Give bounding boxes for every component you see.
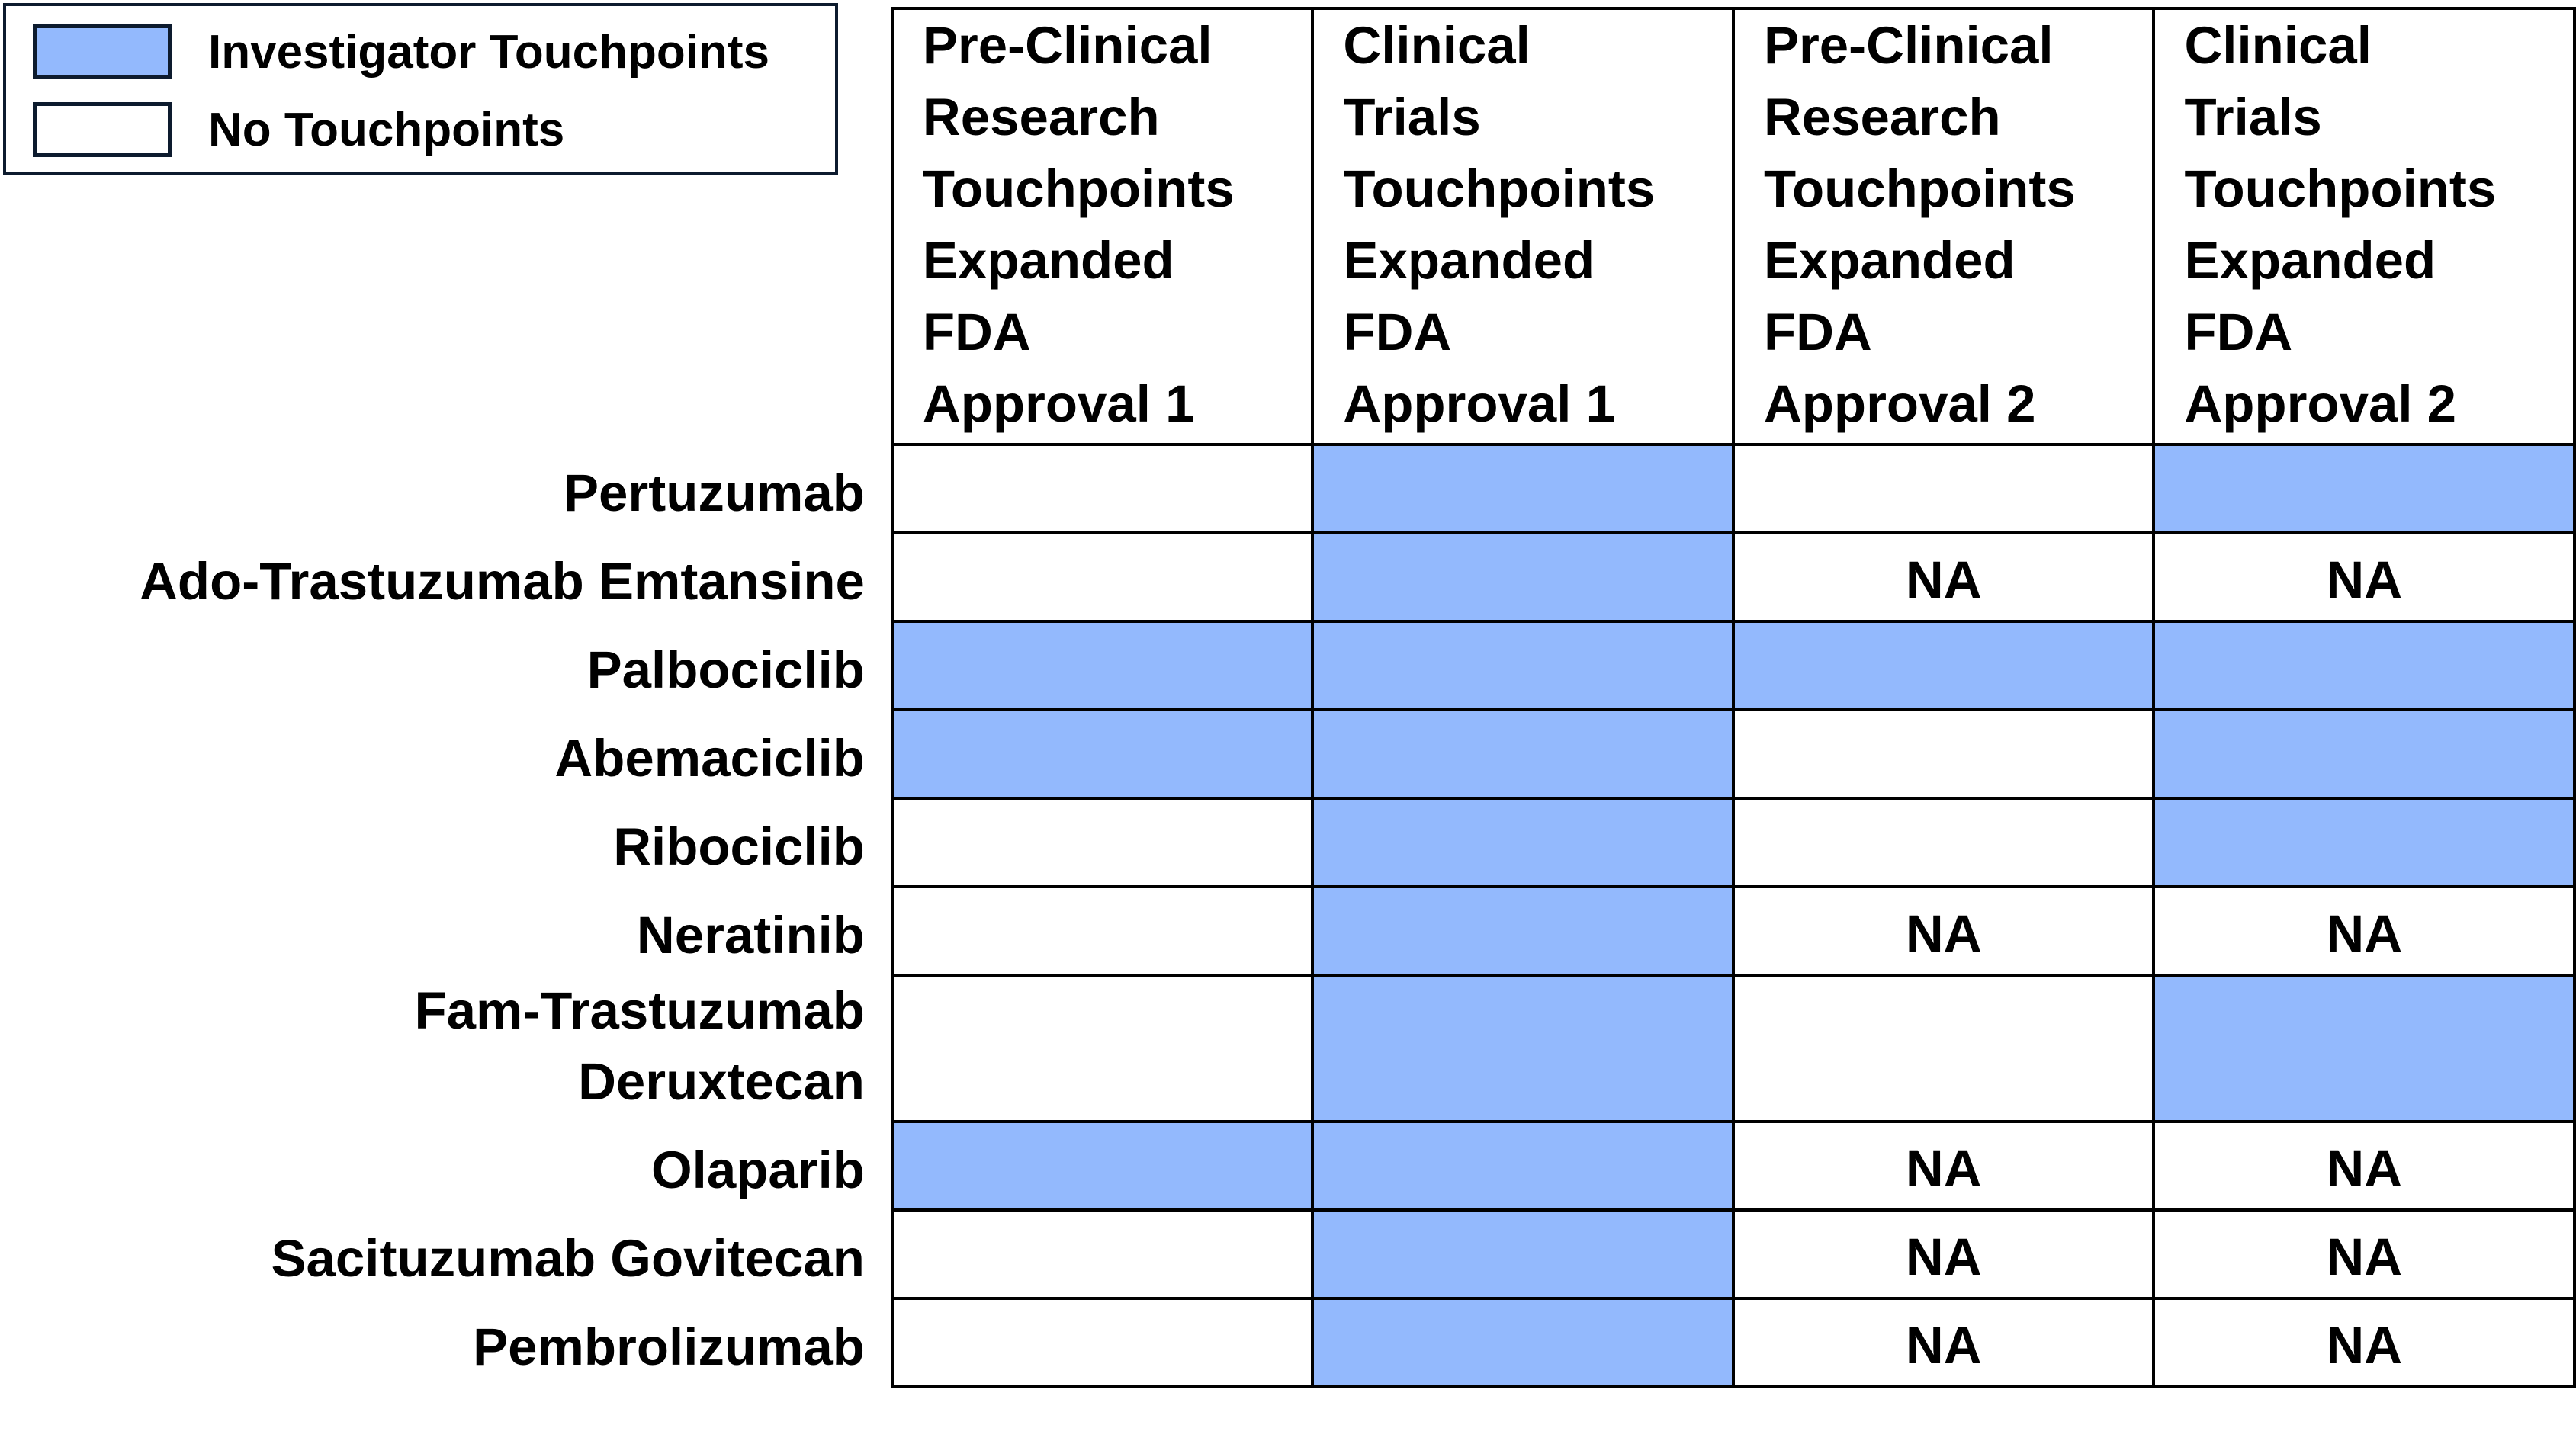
table-cell (1731, 443, 2156, 534)
legend-swatch (33, 24, 172, 79)
header-line: FDA (1763, 303, 1872, 361)
header-line: Trials (1343, 88, 1481, 146)
table-cell (1311, 1297, 1735, 1388)
header-line: Expanded (1763, 231, 2016, 290)
header-line: Touchpoints (1763, 159, 2076, 218)
row-label: Sacituzumab Govitecan (271, 1229, 865, 1288)
table-row: Ribociclib (0, 797, 2576, 888)
table-cell (1311, 531, 1735, 623)
row-label: Pembrolizumab (473, 1317, 865, 1376)
table-cell (2152, 797, 2576, 888)
table-row: Abemaciclib (0, 708, 2576, 800)
column-header: Pre-Clinical Research Touchpoints Expanded F… (890, 7, 1315, 446)
table-cell (890, 708, 1315, 800)
row-label: Fam-Trastuzumab Deruxtecan (414, 981, 865, 1111)
header-line: Pre-Clinical (1763, 16, 2054, 75)
table-cell (1311, 797, 1735, 888)
row-label: Neratinib (636, 906, 865, 964)
table-cell (1311, 620, 1735, 711)
table-cell: NA (2152, 1120, 2576, 1212)
table-cell (1311, 443, 1735, 534)
header-row: Pre-Clinical Research Touchpoints Expanded F… (0, 7, 2576, 446)
table-cell (890, 1120, 1315, 1212)
table-cell (890, 531, 1315, 623)
column-header: Clinical Trials Touchpoints Expanded FDA Appr… (2152, 7, 2576, 446)
table-cell (2152, 443, 2576, 534)
legend-item: No Touchpoints (33, 102, 564, 157)
row-label: Ribociclib (613, 817, 865, 876)
table-cell: NA (1731, 885, 2156, 977)
header-line: Touchpoints (1343, 159, 1656, 218)
table-cell (1731, 797, 2156, 888)
corner (0, 8, 892, 444)
column-header: Pre-Clinical Research Touchpoints Expanded F… (1731, 7, 2156, 446)
table-row: Pertuzumab (0, 443, 2576, 534)
header-line: FDA (1343, 303, 1452, 361)
table-cell (890, 1208, 1315, 1300)
table-cell (890, 885, 1315, 977)
legend: Investigator Touchpoints No Touchpoints (3, 3, 838, 175)
header-line: Clinical (2184, 16, 2372, 75)
header-line: FDA (922, 303, 1031, 361)
table-cell (1311, 885, 1735, 977)
legend-label: Investigator Touchpoints (208, 25, 769, 79)
table-cell (890, 797, 1315, 888)
table-cell (2152, 620, 2576, 711)
row-label: Palbociclib (586, 640, 865, 699)
header-line: Approval 1 (922, 374, 1195, 433)
table-cell (1731, 974, 2156, 1123)
table-row: Neratinib NA NA (0, 885, 2576, 977)
table-cell: NA (2152, 531, 2576, 623)
legend-swatch (33, 102, 172, 157)
table-cell (2152, 974, 2576, 1123)
table-row: Olaparib NA NA (0, 1120, 2576, 1212)
table-cell (890, 443, 1315, 534)
header-line: Clinical (1343, 16, 1531, 75)
column-header: Clinical Trials Touchpoints Expanded FDA Appr… (1311, 7, 1735, 446)
header-line: Approval 1 (1343, 374, 1616, 433)
row-label: Pertuzumab (564, 464, 865, 522)
table-cell (2152, 708, 2576, 800)
row-label: Olaparib (650, 1141, 865, 1199)
table-row: Ado-Trastuzumab Emtansine NA NA (0, 531, 2576, 623)
table-cell (890, 620, 1315, 711)
table-cell: NA (2152, 885, 2576, 977)
table-cell (1311, 974, 1735, 1123)
table-cell (1731, 620, 2156, 711)
legend-label: No Touchpoints (208, 103, 565, 156)
table-cell: NA (1731, 1208, 2156, 1300)
table-cell (1311, 1120, 1735, 1212)
header-line: Pre-Clinical (922, 16, 1213, 75)
table-cell: NA (2152, 1208, 2576, 1300)
header-line: Approval 2 (1763, 374, 2036, 433)
header-line: Touchpoints (922, 159, 1235, 218)
row-label: Abemaciclib (554, 729, 865, 788)
table-cell (890, 1297, 1315, 1388)
header-line: Research (922, 88, 1160, 146)
header-line: Research (1763, 88, 2001, 146)
table-row: Palbociclib (0, 620, 2576, 711)
table-cell: NA (1731, 531, 2156, 623)
header-line: FDA (2184, 303, 2293, 361)
header-line: Expanded (922, 231, 1174, 290)
touchpoint-table: Pre-Clinical Research Touchpoints Expanded F… (0, 7, 2576, 1388)
table-cell: NA (1731, 1120, 2156, 1212)
header-line: Expanded (1343, 231, 1595, 290)
row-label: Ado-Trastuzumab Emtansine (140, 552, 865, 611)
table-cell (1731, 708, 2156, 800)
table-cell (1311, 1208, 1735, 1300)
table-row: Fam-Trastuzumab Deruxtecan (0, 974, 2576, 1123)
legend-item: Investigator Touchpoints (33, 24, 769, 79)
table-cell (1311, 708, 1735, 800)
header-line: Approval 2 (2184, 374, 2457, 433)
table-cell: NA (2152, 1297, 2576, 1388)
header-line: Expanded (2184, 231, 2436, 290)
table-cell: NA (1731, 1297, 2156, 1388)
header-line: Touchpoints (2184, 159, 2497, 218)
table-row: Pembrolizumab NA NA (0, 1297, 2576, 1388)
header-line: Trials (2184, 88, 2322, 146)
table-cell (890, 974, 1315, 1123)
table-row: Sacituzumab Govitecan NA NA (0, 1208, 2576, 1300)
